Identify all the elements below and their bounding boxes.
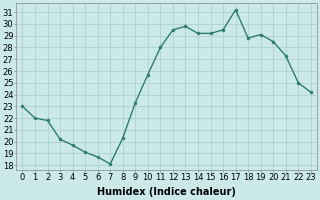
X-axis label: Humidex (Indice chaleur): Humidex (Indice chaleur) [97,187,236,197]
